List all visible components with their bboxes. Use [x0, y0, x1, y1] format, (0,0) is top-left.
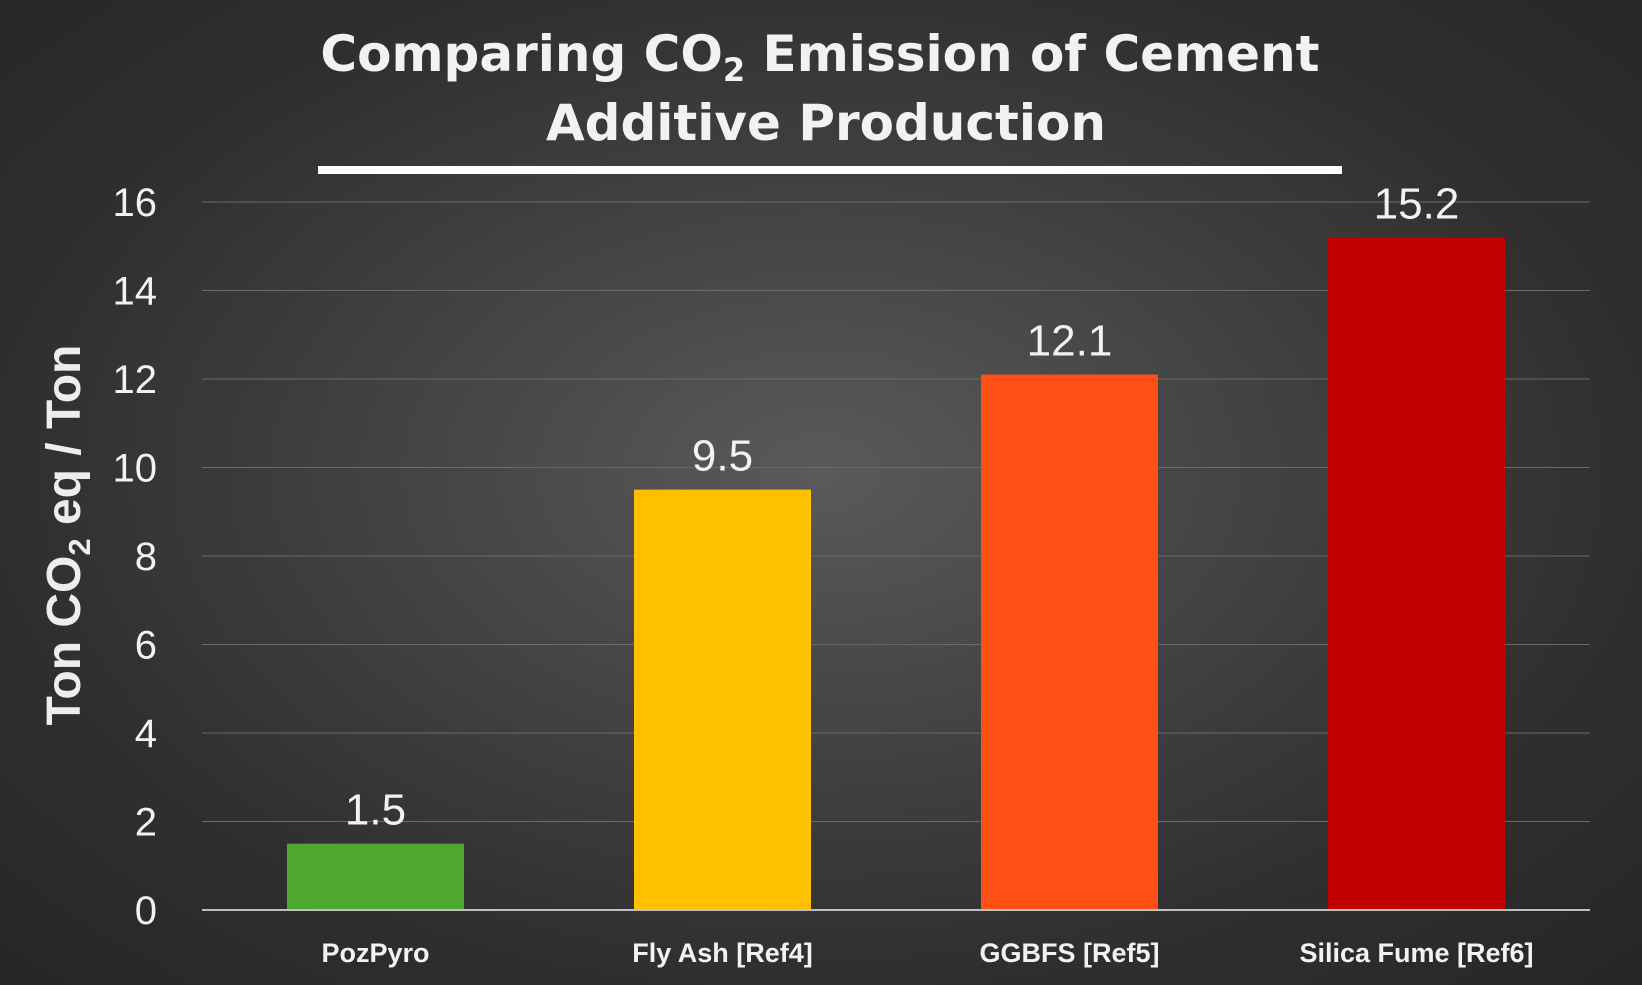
y-tick-label: 8	[135, 535, 157, 579]
bar-0	[287, 843, 464, 910]
y-tick-label: 0	[135, 889, 157, 933]
y-axis-label: Ton CO2 eq / Ton	[38, 345, 97, 726]
category-label-0: PozPyro	[321, 938, 429, 968]
y-tick-label: 12	[113, 358, 158, 402]
y-axis-ticks: 0 2 4 6 8 10 12 14 16	[113, 181, 158, 933]
bar-2	[981, 374, 1158, 910]
y-axis-label-subscript: 2	[62, 538, 97, 555]
title-underline	[318, 166, 1342, 174]
bars	[287, 237, 1505, 910]
y-axis-label-pre: Ton CO	[38, 556, 91, 726]
y-axis-label-post: eq / Ton	[38, 345, 91, 539]
y-tick-label: 16	[113, 181, 158, 225]
chart-title-pre: Comparing CO	[320, 25, 722, 83]
y-tick-label: 4	[135, 712, 157, 756]
bar-3	[1328, 237, 1505, 910]
data-labels: 1.5 9.5 12.1 15.2	[345, 179, 1459, 834]
data-label-1: 9.5	[692, 432, 753, 481]
bar-1	[634, 489, 811, 910]
chart-title-line-2: Additive Production	[546, 94, 1106, 152]
y-tick-label: 14	[113, 270, 158, 314]
y-tick-label: 6	[135, 624, 157, 668]
data-label-0: 1.5	[345, 786, 406, 835]
category-label-2: GGBFS [Ref5]	[979, 938, 1159, 968]
y-tick-label: 10	[113, 447, 158, 491]
category-labels: PozPyro Fly Ash [Ref4] GGBFS [Ref5] Silica …	[321, 938, 1533, 968]
y-tick-label: 2	[135, 801, 157, 845]
category-label-3: Silica Fume [Ref6]	[1299, 938, 1533, 968]
data-label-2: 12.1	[1027, 317, 1113, 366]
chart-title-line-1: Comparing CO2 Emission of Cement	[320, 25, 1319, 89]
chart-title-subscript: 2	[723, 51, 745, 89]
data-label-3: 15.2	[1374, 179, 1460, 228]
grid	[202, 201, 1590, 822]
chart-title-post: Emission of Cement	[745, 25, 1319, 83]
category-label-1: Fly Ash [Ref4]	[632, 938, 813, 968]
